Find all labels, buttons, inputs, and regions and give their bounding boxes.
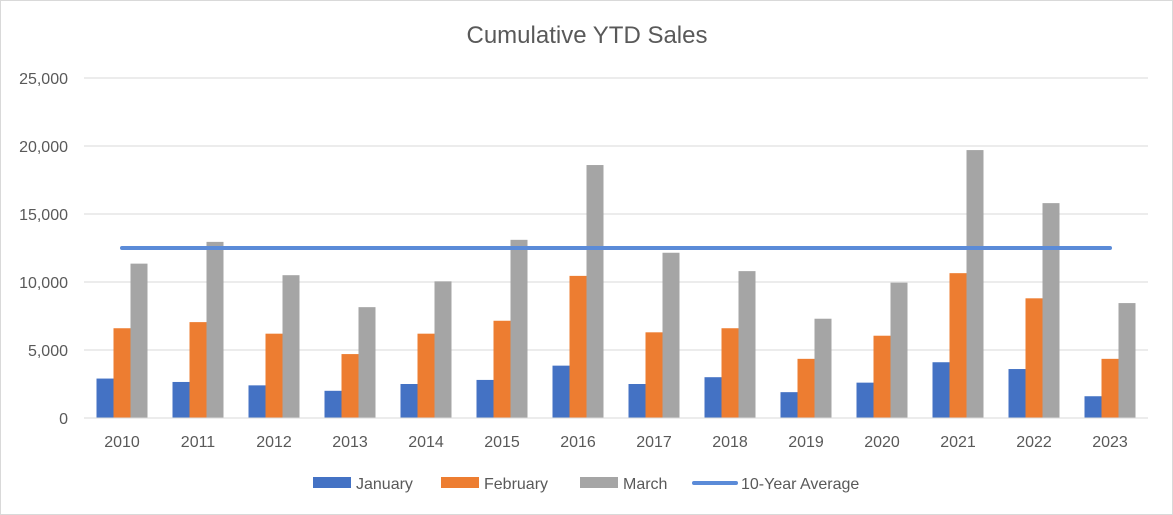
bar-march-2012 [282, 275, 300, 418]
bar-january-2011 [172, 381, 190, 418]
bar-march-2014 [434, 281, 452, 418]
bar-january-2023 [1084, 396, 1102, 418]
bar-february-2018 [721, 328, 739, 418]
bar-january-2014 [400, 384, 418, 418]
legend-label: January [356, 476, 413, 493]
x-tick-label: 2022 [1016, 434, 1052, 451]
x-tick-label: 2017 [636, 434, 672, 451]
bar-january-2015 [476, 379, 494, 418]
bar-march-2010 [130, 263, 148, 418]
bar-february-2014 [417, 333, 435, 418]
x-tick-label: 2021 [940, 434, 976, 451]
chart-title: Cumulative YTD Sales [467, 22, 708, 49]
x-tick-label: 2023 [1092, 434, 1128, 451]
legend-swatch [313, 477, 351, 488]
x-tick-label: 2016 [560, 434, 596, 451]
bar-march-2021 [966, 150, 984, 418]
bar-february-2021 [949, 273, 967, 418]
legend: January February March 10-Year Average [313, 476, 859, 493]
bar-february-2019 [797, 358, 815, 418]
bar-march-2017 [662, 252, 680, 418]
legend-swatch [580, 477, 618, 488]
legend-swatch [441, 477, 479, 488]
bar-march-2018 [738, 271, 756, 418]
bar-january-2022 [1008, 369, 1026, 418]
bars [96, 150, 1136, 418]
bar-february-2020 [873, 335, 891, 418]
x-tick-label: 2015 [484, 434, 520, 451]
bar-march-2019 [814, 318, 832, 418]
bar-february-2010 [113, 328, 131, 418]
bar-january-2021 [932, 362, 950, 418]
legend-label: February [484, 476, 548, 493]
x-axis-ticks: 2010 2011 2012 2013 2014 2015 2016 2017 2018 2019… [104, 434, 1128, 451]
y-tick-label: 5,000 [28, 343, 68, 360]
bar-march-2023 [1118, 303, 1136, 418]
gridlines [84, 77, 1148, 351]
bar-january-2019 [780, 392, 798, 418]
legend-label: 10-Year Average [741, 476, 859, 493]
bar-march-2015 [510, 239, 528, 418]
bar-january-2017 [628, 384, 646, 418]
bar-january-2013 [324, 390, 342, 418]
bar-march-2016 [586, 165, 604, 418]
bar-january-2010 [96, 378, 114, 418]
bar-january-2012 [248, 385, 266, 418]
y-axis-ticks: 0 5,000 10,000 15,000 20,000 25,000 [19, 71, 68, 428]
legend-label: March [623, 476, 667, 493]
x-tick-label: 2018 [712, 434, 748, 451]
y-tick-label: 25,000 [19, 71, 68, 88]
bar-march-2020 [890, 282, 908, 418]
bar-february-2012 [265, 333, 283, 418]
x-tick-label: 2020 [864, 434, 900, 451]
bar-february-2023 [1101, 358, 1119, 418]
x-tick-label: 2019 [788, 434, 824, 451]
bar-january-2018 [704, 377, 722, 418]
bar-february-2017 [645, 332, 663, 418]
bar-february-2013 [341, 354, 359, 418]
bar-january-2020 [856, 382, 874, 418]
y-tick-label: 20,000 [19, 139, 68, 156]
bar-february-2016 [569, 275, 587, 418]
bar-march-2022 [1042, 203, 1060, 418]
y-tick-label: 0 [59, 411, 68, 428]
bar-march-2013 [358, 307, 376, 418]
bar-march-2011 [206, 241, 224, 418]
bar-february-2022 [1025, 298, 1043, 418]
x-tick-label: 2012 [256, 434, 292, 451]
y-tick-label: 10,000 [19, 275, 68, 292]
x-tick-label: 2013 [332, 434, 368, 451]
bar-february-2011 [189, 322, 207, 418]
x-tick-label: 2010 [104, 434, 140, 451]
bar-february-2015 [493, 320, 511, 418]
y-tick-label: 15,000 [19, 207, 68, 224]
bar-january-2016 [552, 365, 570, 418]
x-tick-label: 2011 [181, 434, 216, 451]
x-tick-label: 2014 [408, 434, 444, 451]
